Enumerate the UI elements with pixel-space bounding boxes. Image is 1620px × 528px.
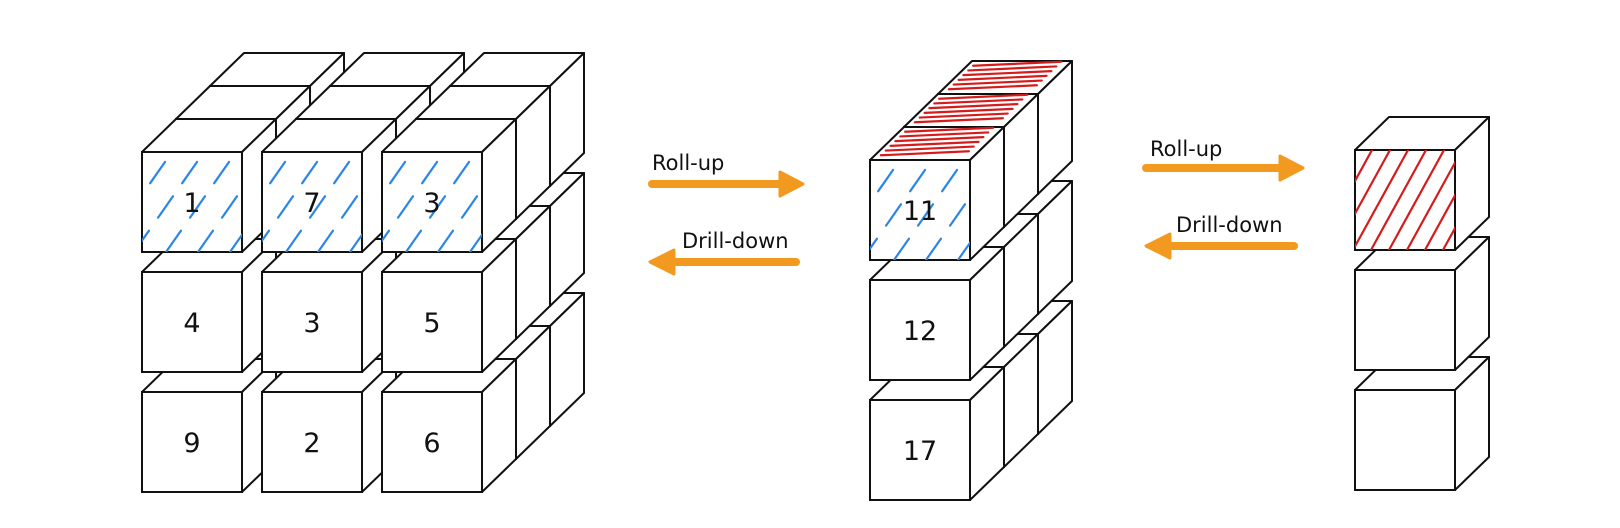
cube-front-face bbox=[1354, 149, 1456, 251]
cube-front-face bbox=[141, 391, 243, 493]
cube-front-face bbox=[381, 271, 483, 373]
cube-large-front-cell: 9 bbox=[141, 358, 277, 493]
cube-medium-front-cell: 17 bbox=[869, 366, 1005, 501]
cube-front-face bbox=[869, 399, 971, 501]
cube-value: 7 bbox=[303, 188, 320, 219]
cube-large-front-cell: 5 bbox=[381, 238, 517, 373]
rollup-label-1: Roll-up bbox=[652, 151, 724, 175]
cube-small-cell bbox=[1354, 356, 1490, 491]
drilldown-label-1: Drill-down bbox=[682, 229, 789, 253]
cube-front-face bbox=[261, 271, 363, 373]
cube-medium-front-cell: 12 bbox=[869, 246, 1005, 381]
cube-value: 6 bbox=[423, 428, 440, 459]
cube-small bbox=[1354, 116, 1490, 491]
cube-value: 5 bbox=[423, 308, 440, 339]
cube-front-face bbox=[141, 271, 243, 373]
cube-value: 1 bbox=[183, 188, 200, 219]
cube-value: 3 bbox=[303, 308, 320, 339]
cube-front-face bbox=[381, 391, 483, 493]
rollup-arrow-1 bbox=[648, 170, 805, 198]
cube-large-front-cell: 4 bbox=[141, 238, 277, 373]
cube-front-face bbox=[261, 391, 363, 493]
cube-front-face bbox=[1354, 269, 1456, 371]
transition-1: Roll-up Drill-down bbox=[648, 151, 805, 276]
cube-large-front-cell: 3 bbox=[261, 238, 397, 373]
cube-small-cell bbox=[1354, 236, 1490, 371]
drilldown-arrow-1 bbox=[648, 248, 800, 276]
rollup-arrow-2 bbox=[1142, 154, 1305, 182]
cube-large: 9 2 6 4 3 5 1 7 3 bbox=[141, 52, 585, 493]
cube-medium: 17 12 11 bbox=[869, 60, 1073, 501]
drilldown-arrow-2 bbox=[1144, 232, 1298, 260]
cube-value: 17 bbox=[903, 436, 937, 467]
cube-value: 2 bbox=[303, 428, 320, 459]
cube-value: 12 bbox=[903, 316, 937, 347]
top-hatch bbox=[879, 126, 995, 157]
cube-small-cell bbox=[1354, 116, 1490, 251]
cube-large-front-cell: 2 bbox=[261, 358, 397, 493]
drilldown-label-2: Drill-down bbox=[1176, 213, 1283, 237]
hatch-pattern bbox=[870, 160, 970, 260]
cube-front-face bbox=[869, 279, 971, 381]
cube-large-front-cell: 7 bbox=[261, 118, 397, 253]
cube-front-face bbox=[1354, 389, 1456, 491]
rollup-label-2: Roll-up bbox=[1150, 137, 1222, 161]
cube-large-front-cell: 3 bbox=[381, 118, 517, 253]
hatch-pattern bbox=[262, 152, 362, 252]
hatch-pattern bbox=[142, 152, 242, 252]
top-hatch bbox=[913, 93, 1029, 124]
cube-large-front-cell: 6 bbox=[381, 358, 517, 493]
hatch-pattern bbox=[382, 152, 482, 252]
top-hatch bbox=[947, 60, 1063, 91]
transition-2: Roll-up Drill-down bbox=[1142, 137, 1305, 260]
cube-value: 11 bbox=[903, 196, 937, 227]
cube-value: 4 bbox=[183, 308, 200, 339]
hatch-pattern bbox=[1355, 150, 1455, 250]
cube-value: 3 bbox=[423, 188, 440, 219]
cube-medium-front-cell: 11 bbox=[869, 126, 1005, 261]
cube-value: 9 bbox=[183, 428, 200, 459]
